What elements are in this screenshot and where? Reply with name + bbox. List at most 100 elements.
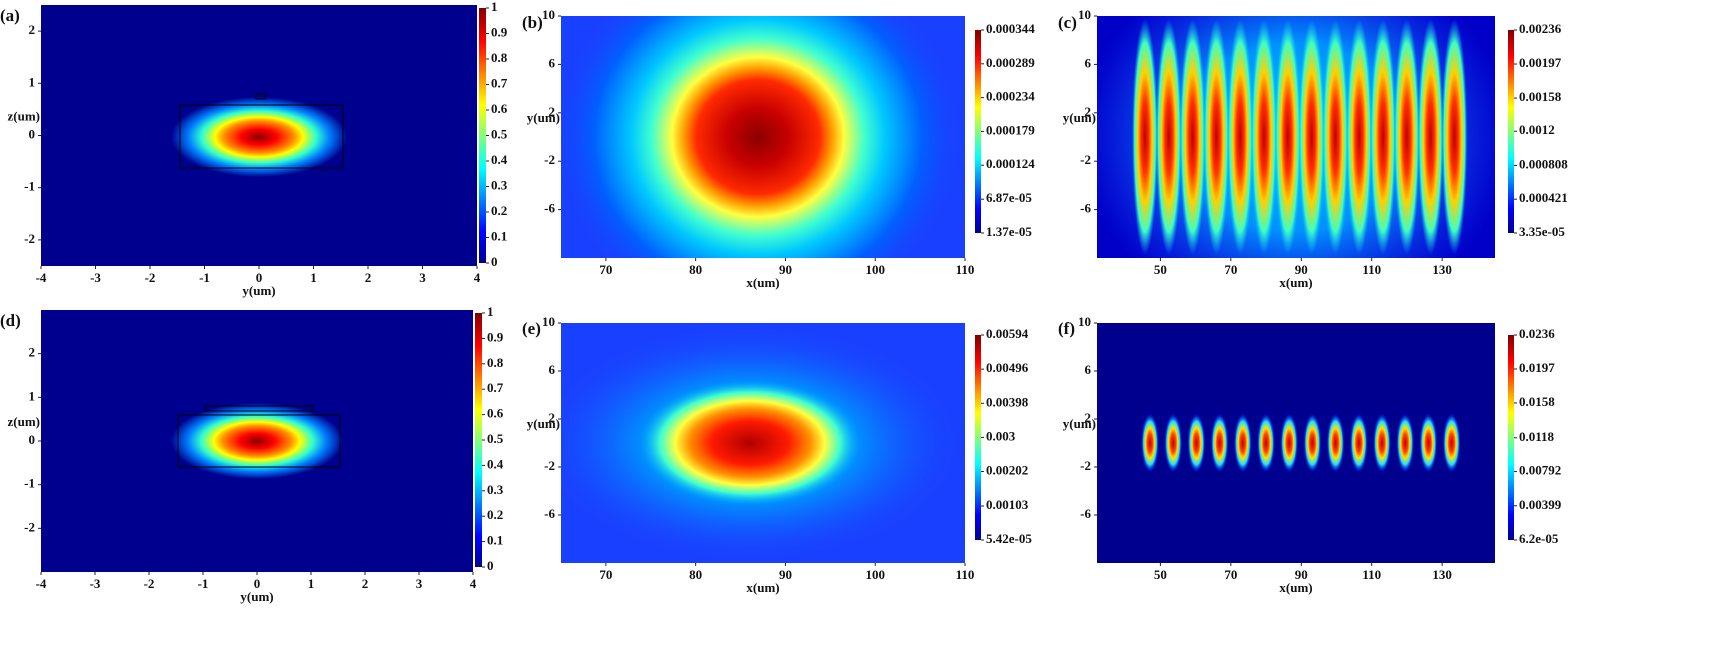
x-tick-label: -1 (198, 576, 209, 591)
x-tick-label: 70 (1224, 262, 1237, 277)
colorbar-tick-label: 0.9 (487, 329, 504, 344)
colorbar-tick-label: 0.2 (491, 203, 507, 218)
x-tick-label: 1 (308, 576, 315, 591)
x-tick-label: 4 (470, 576, 477, 591)
colorbar-tick-label: 0.00792 (1519, 463, 1561, 478)
panel-label: (c) (1058, 13, 1077, 32)
x-axis-label: y(um) (240, 589, 273, 604)
colorbar-tick-label: 0.003 (986, 428, 1016, 443)
colorbar-tick-label: 0 (491, 254, 498, 269)
colorbar-tick-label: 0.00398 (986, 394, 1029, 409)
y-tick-label: 2 (549, 410, 556, 425)
x-tick-label: 90 (1295, 262, 1308, 277)
x-axis-label: x(um) (746, 275, 779, 290)
y-axis-label: y(um) (527, 416, 560, 431)
field-spot (1349, 413, 1368, 473)
x-tick-label: 70 (1224, 567, 1237, 582)
colorbar-tick-label: 0.00202 (986, 463, 1028, 478)
colorbar (479, 8, 486, 263)
colorbar-tick-label: 0.000344 (986, 21, 1035, 36)
colorbar-tick-label: 1 (487, 304, 494, 319)
y-tick-label: 10 (1078, 314, 1091, 329)
y-tick-label: 0 (29, 126, 36, 141)
field-spot (1303, 413, 1322, 473)
y-tick-label: 2 (1085, 410, 1092, 425)
x-axis-label: y(um) (242, 283, 275, 298)
field-stripe (1179, 19, 1206, 255)
field-spot (1326, 413, 1345, 473)
colorbar-tick-label: 0.000421 (1519, 190, 1568, 205)
colorbar-tick-label: 0.00496 (986, 360, 1029, 375)
colorbar-tick-label: 0.0012 (1519, 122, 1555, 137)
x-tick-label: 1 (310, 270, 317, 285)
field-stripe (1227, 19, 1254, 255)
x-tick-label: 0 (254, 576, 261, 591)
y-axis-label: y(um) (1063, 416, 1096, 431)
y-tick-label: 6 (1085, 55, 1092, 70)
field-stripe (1155, 19, 1182, 255)
colorbar-tick-label: 0.3 (487, 482, 504, 497)
y-tick-label: 0 (29, 432, 36, 447)
y-axis-label: z(um) (8, 108, 41, 123)
x-tick-label: -3 (90, 270, 101, 285)
field-stripe (1441, 19, 1468, 255)
colorbar-tick-label: 0.5 (491, 126, 508, 141)
colorbar-tick-label: 0 (487, 558, 494, 573)
x-tick-label: 4 (474, 270, 481, 285)
y-tick-label: 2 (29, 345, 36, 360)
field-spot (1164, 413, 1183, 473)
mode-field (171, 403, 343, 479)
x-tick-label: 0 (256, 270, 263, 285)
field-spot (1233, 413, 1252, 473)
waveguide-outline (179, 104, 344, 169)
x-axis-label: x(um) (746, 580, 779, 595)
y-tick-label: 2 (549, 104, 556, 119)
colorbar-tick-label: 0.4 (491, 152, 508, 167)
x-tick-label: 50 (1154, 567, 1167, 582)
field-glow (561, 16, 963, 258)
y-tick-label: -2 (544, 458, 555, 473)
x-tick-label: 2 (365, 270, 372, 285)
panel-label: (a) (0, 6, 20, 25)
colorbar-tick-label: 0.1 (491, 228, 507, 243)
field-spot (1210, 413, 1229, 473)
colorbar-tick-label: 0.6 (487, 406, 504, 421)
colorbar-tick-label: 6.2e-05 (1519, 531, 1559, 546)
colorbar-tick-label: 0.000808 (1519, 156, 1568, 171)
colorbar-tick-label: 0.7 (487, 380, 504, 395)
y-tick-label: 2 (29, 22, 36, 37)
colorbar-tick-label: 1 (491, 0, 498, 14)
field-stripe (1298, 19, 1325, 255)
colorbar-tick-label: 5.42e-05 (986, 531, 1032, 546)
mode-field (171, 97, 347, 177)
waveguide-outline (204, 405, 314, 412)
colorbar-tick-label: 0.5 (487, 431, 504, 446)
field-spot (1419, 413, 1438, 473)
x-tick-label: 90 (779, 262, 792, 277)
x-tick-label: 110 (956, 567, 975, 582)
waveguide-outline (255, 93, 267, 100)
x-tick-label: 70 (599, 567, 612, 582)
heatmap-field (1097, 323, 1495, 563)
y-tick-label: -2 (544, 152, 555, 167)
y-tick-label: -2 (1080, 458, 1091, 473)
colorbar-tick-label: 0.7 (491, 75, 508, 90)
colorbar-tick-label: 0.8 (487, 355, 504, 370)
heatmap-field (41, 5, 477, 266)
x-tick-label: 90 (779, 567, 792, 582)
y-tick-label: -1 (24, 476, 35, 491)
x-tick-label: 50 (1154, 262, 1167, 277)
y-tick-label: -6 (1080, 506, 1091, 521)
waveguide-outline (177, 414, 341, 468)
y-tick-label: 10 (542, 7, 555, 22)
x-tick-label: 80 (689, 262, 702, 277)
colorbar-tick-label: 0.000289 (986, 55, 1035, 70)
x-tick-label: 3 (416, 576, 423, 591)
heatmap-field (1097, 16, 1495, 258)
y-tick-label: 6 (1085, 362, 1092, 377)
y-tick-label: -6 (544, 506, 555, 521)
colorbar-tick-label: 0.000179 (986, 122, 1035, 137)
field-stripe (1393, 19, 1420, 255)
field-stripe (1251, 19, 1277, 255)
